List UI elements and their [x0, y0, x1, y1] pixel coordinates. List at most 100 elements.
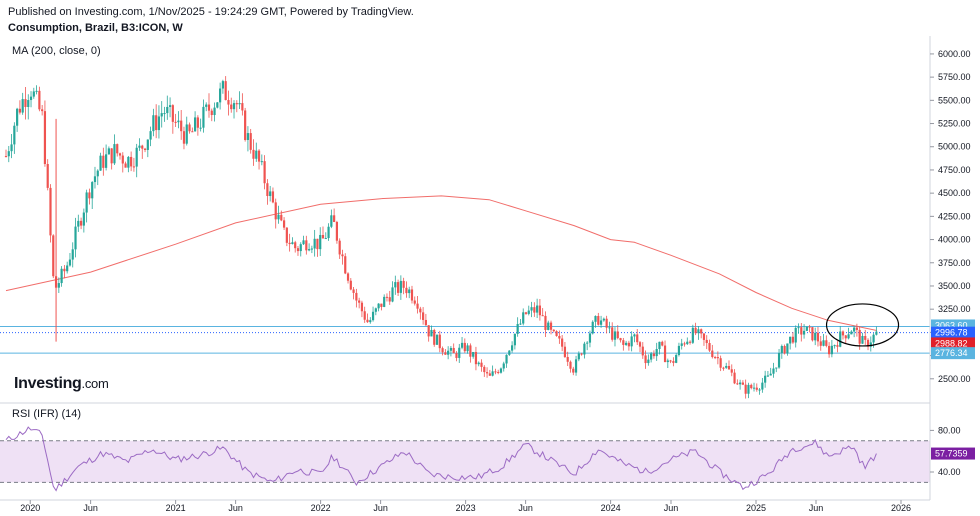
candle-body — [260, 161, 263, 163]
candle-body — [694, 327, 697, 334]
candle-body — [321, 234, 325, 239]
candle-body — [155, 115, 158, 131]
candle-body — [625, 342, 628, 345]
candle-body — [413, 300, 416, 304]
candle-body — [371, 311, 375, 321]
candle-body — [769, 373, 772, 376]
candle-body — [330, 215, 333, 227]
candle-body — [627, 342, 630, 347]
candle-body — [143, 148, 147, 150]
candle-body — [238, 103, 241, 105]
candle-body — [435, 334, 439, 345]
candle-body — [702, 333, 706, 340]
candle-body — [141, 145, 144, 149]
candle-body — [583, 343, 586, 355]
candle-body — [661, 341, 664, 346]
price-tick-label: 4250.00 — [938, 211, 971, 221]
candle-body — [455, 353, 458, 358]
candle-body — [594, 315, 597, 322]
candle-body — [388, 297, 391, 302]
candle-body — [805, 326, 808, 331]
candle-body — [380, 303, 383, 307]
candle-body — [672, 361, 675, 363]
candle-body — [157, 116, 161, 131]
rsi-tick-label: 80.00 — [938, 425, 961, 435]
candle-body — [666, 360, 669, 363]
candle-body — [422, 312, 425, 320]
candle-body — [458, 347, 461, 358]
candle-body — [822, 340, 825, 346]
candle-body — [808, 326, 811, 328]
candle-body — [755, 387, 758, 390]
candle-body — [424, 319, 427, 326]
candle-body — [622, 340, 625, 345]
candle-body — [310, 248, 313, 250]
candle-body — [574, 359, 578, 373]
candle-body — [764, 375, 767, 383]
candle-body — [85, 192, 88, 213]
candle-body — [216, 102, 219, 108]
candle-body — [7, 151, 10, 157]
candle-body — [110, 148, 113, 164]
candle-body — [485, 372, 489, 374]
candle-body — [299, 244, 302, 252]
candle-body — [477, 362, 480, 365]
candle-body — [811, 327, 814, 341]
candle-body — [235, 103, 238, 105]
candle-body — [324, 238, 327, 240]
candle-body — [825, 340, 828, 346]
candle-body — [438, 334, 441, 349]
candle-body — [296, 248, 300, 252]
rsi-value-tag-label: 57.7359 — [935, 449, 968, 459]
candle-body — [680, 343, 683, 346]
candle-body — [193, 117, 197, 132]
price-tick-label: 5000.00 — [938, 142, 971, 152]
candle-body — [558, 335, 561, 339]
candle-body — [352, 289, 355, 293]
candle-body — [66, 265, 69, 272]
candle-body — [408, 289, 411, 294]
candle-body — [280, 214, 283, 221]
candle-body — [597, 315, 600, 325]
candle-body — [266, 183, 269, 197]
candle-body — [430, 329, 433, 337]
price-tick-label: 5500.00 — [938, 95, 971, 105]
candle-body — [369, 320, 372, 323]
candle-body — [816, 332, 820, 342]
rsi-line — [5, 426, 877, 492]
candle-body — [180, 120, 183, 132]
candle-body — [744, 384, 747, 394]
candle-body — [363, 311, 366, 320]
rsi-legend-label: RSI (IFR) (14) — [12, 408, 82, 420]
candle-body — [127, 156, 130, 168]
candle-body — [819, 341, 822, 346]
candle-body — [346, 273, 350, 281]
candle-body — [469, 345, 472, 357]
candle-body — [232, 103, 236, 110]
candle-body — [777, 352, 781, 368]
candle-body — [708, 343, 711, 351]
candle-body — [344, 256, 347, 274]
candle-body — [335, 221, 339, 241]
candle-body — [305, 240, 308, 251]
candle-body — [160, 113, 163, 117]
candle-body — [255, 150, 258, 159]
time-tick-label: Jun — [83, 503, 98, 513]
time-tick-label: Jun — [518, 503, 533, 513]
candle-body — [355, 292, 358, 301]
candle-body — [174, 121, 177, 123]
annotation-ellipse — [825, 303, 900, 347]
candle-body — [341, 254, 344, 257]
candle-body — [747, 384, 750, 394]
candle-body — [252, 149, 255, 159]
candle-body — [71, 249, 74, 260]
candle-body — [722, 367, 725, 369]
candle-body — [538, 305, 542, 316]
candle-body — [586, 342, 589, 344]
candle-body — [530, 307, 533, 311]
candle-body — [313, 238, 316, 249]
candle-body — [385, 296, 389, 298]
price-level-tag-label: 2996.78 — [935, 328, 968, 338]
candle-body — [647, 359, 650, 364]
